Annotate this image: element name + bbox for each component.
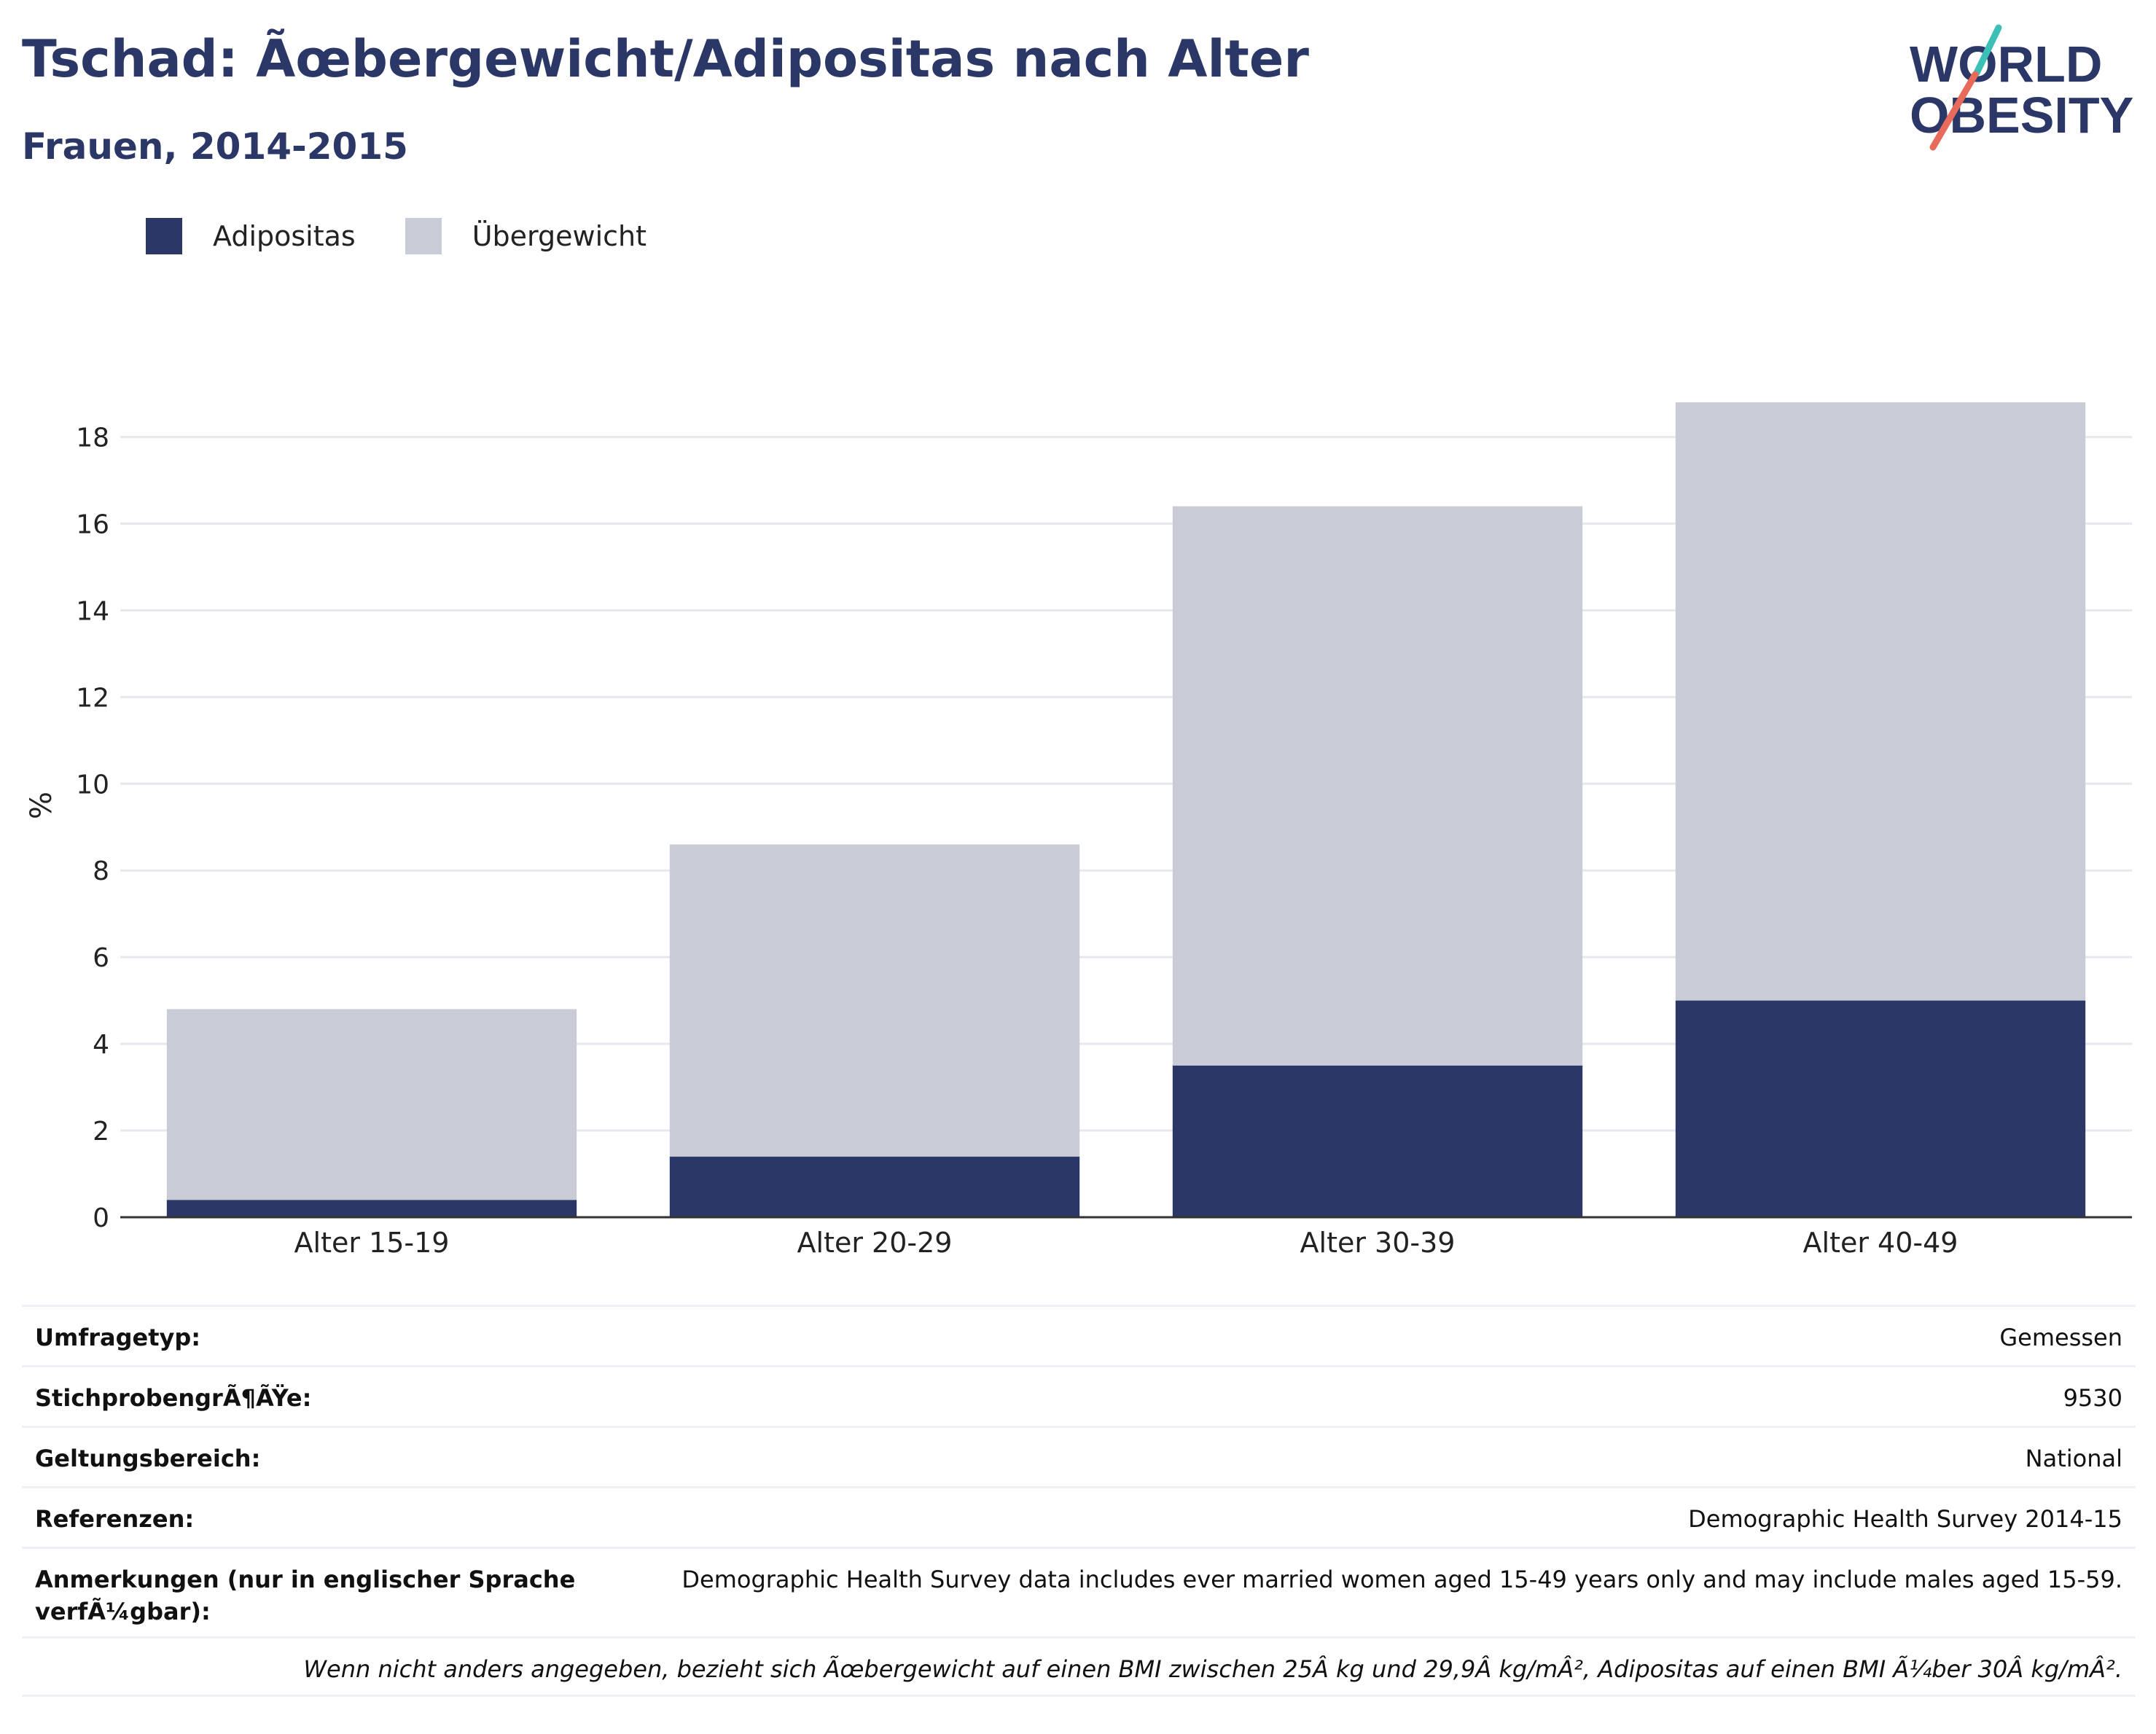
bar-uebergewicht (1172, 506, 1583, 1066)
chart-subtitle: Frauen, 2014-2015 (22, 125, 408, 168)
bar-adipositas (1675, 1000, 2086, 1217)
x-tick-label: Alter 20-29 (797, 1227, 953, 1259)
info-row-references: Referenzen: Demographic Health Survey 20… (22, 1486, 2136, 1547)
info-label: Anmerkungen (nur in englischer Sprache v… (35, 1566, 576, 1625)
info-label: Referenzen: (35, 1505, 195, 1533)
legend-label-adipositas: Adipositas (213, 220, 356, 252)
survey-info-table: Umfragetyp: Gemessen StichprobengrÃ¶ÃŸe:… (22, 1305, 2136, 1697)
info-label: Geltungsbereich: (35, 1445, 261, 1472)
svg-text:WORLD: WORLD (1910, 36, 2102, 93)
legend-label-uebergewicht: Übergewicht (472, 220, 647, 252)
x-tick-label: Alter 30-39 (1300, 1227, 1456, 1259)
legend-item-adipositas[interactable]: Adipositas (146, 218, 356, 254)
x-tick-label: Alter 40-49 (1803, 1227, 1958, 1259)
info-row-notes: Anmerkungen (nur in englischer Sprache v… (22, 1547, 2136, 1636)
world-obesity-logo-graphic: WORLD OBESITY (1910, 24, 2133, 151)
legend-swatch-adipositas (146, 218, 182, 254)
bar-adipositas (166, 1200, 577, 1217)
info-label: Umfragetyp: (35, 1324, 201, 1351)
info-value: National (2025, 1445, 2122, 1472)
info-value: Demographic Health Survey data includes … (681, 1566, 2122, 1593)
svg-text:OBESITY: OBESITY (1910, 87, 2133, 144)
y-tick-label: 8 (93, 856, 109, 886)
info-value: Gemessen (1999, 1324, 2122, 1351)
bar-adipositas (669, 1156, 1080, 1217)
info-row-survey-type: Umfragetyp: Gemessen (22, 1305, 2136, 1365)
info-label: StichprobengrÃ¶ÃŸe: (35, 1384, 312, 1412)
bmi-footnote: Wenn nicht anders angegeben, bezieht sic… (22, 1636, 2136, 1697)
legend-swatch-uebergewicht (405, 218, 442, 254)
info-value: 9530 (2063, 1384, 2122, 1412)
y-tick-label: 14 (76, 596, 109, 626)
stacked-bar-chart: 0 2 4 6 8 10 12 14 16 18% Alter 15-19 Alter 20-29 Al… (25, 402, 2132, 1259)
y-tick-label: 6 (93, 943, 109, 973)
y-tick-label: 0 (93, 1203, 109, 1233)
world-obesity-logo: WORLD OBESITY (1895, 22, 2143, 153)
y-tick-label: 2 (93, 1117, 109, 1147)
bar-adipositas (1172, 1065, 1583, 1217)
y-tick-label: 4 (93, 1030, 109, 1060)
info-value: Demographic Health Survey 2014-15 (1688, 1505, 2122, 1533)
info-row-sample-size: StichprobengrÃ¶ÃŸe: 9530 (22, 1365, 2136, 1426)
bar-uebergewicht (166, 1009, 577, 1200)
y-tick-label: 10 (76, 770, 109, 800)
x-tick-label: Alter 15-19 (294, 1227, 450, 1259)
y-tick-label: 18 (76, 423, 109, 453)
y-tick-label: 12 (76, 683, 109, 713)
chart-title: Tschad: Ãœbergewicht/Adipositas nach Alt… (22, 29, 1309, 89)
chart-legend: Adipositas Übergewicht (146, 216, 696, 257)
legend-item-uebergewicht[interactable]: Übergewicht (405, 218, 647, 254)
info-row-scope: Geltungsbereich: National (22, 1426, 2136, 1486)
y-tick-label: 16 (76, 509, 109, 539)
y-axis-label: % (25, 792, 58, 819)
bar-uebergewicht (669, 844, 1080, 1157)
bar-uebergewicht (1675, 402, 2086, 1001)
